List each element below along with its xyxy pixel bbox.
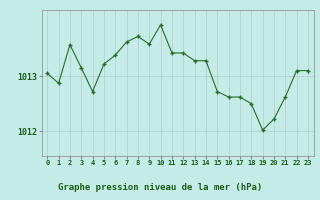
Text: Graphe pression niveau de la mer (hPa): Graphe pression niveau de la mer (hPa)	[58, 183, 262, 192]
